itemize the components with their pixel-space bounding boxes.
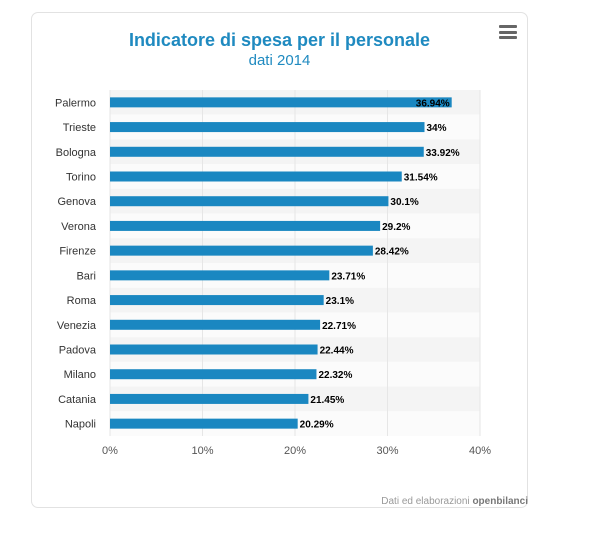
- data-label: 23.71%: [331, 271, 365, 282]
- bar: [110, 344, 318, 355]
- bar: [110, 418, 298, 429]
- data-label: 36.94%: [416, 98, 450, 109]
- bar: [110, 146, 424, 157]
- bar: [110, 245, 373, 256]
- category-label: Bari: [76, 270, 96, 282]
- data-label: 29.2%: [382, 222, 410, 233]
- bar: [110, 369, 317, 380]
- category-label: Torino: [66, 172, 96, 184]
- category-label: Verona: [61, 221, 97, 233]
- bar: [110, 319, 321, 330]
- data-label: 22.32%: [318, 370, 352, 381]
- x-tick-label: 10%: [191, 445, 213, 457]
- bar: [110, 270, 330, 281]
- category-label: Roma: [67, 295, 97, 307]
- bar: [110, 171, 402, 182]
- data-label: 22.71%: [322, 321, 356, 332]
- x-tick-label: 30%: [376, 445, 398, 457]
- category-label: Milano: [64, 369, 96, 381]
- category-label: Napoli: [65, 419, 96, 431]
- bar: [110, 393, 309, 404]
- credit-text: Dati ed elaborazioni openbilanci: [381, 496, 528, 507]
- bar: [110, 97, 452, 108]
- bar: [110, 122, 425, 133]
- data-label: 22.44%: [320, 346, 354, 357]
- credit-brand: openbilanci: [472, 496, 528, 507]
- category-label: Genova: [57, 196, 96, 208]
- credit-prefix: Dati ed elaborazioni: [381, 496, 470, 507]
- data-label: 23.1%: [326, 296, 354, 307]
- category-label: Bologna: [56, 147, 97, 159]
- chart-subtitle: dati 2014: [248, 52, 311, 69]
- data-label: 33.92%: [426, 148, 460, 159]
- data-label: 30.1%: [390, 197, 418, 208]
- category-label: Firenze: [59, 246, 96, 258]
- category-label: Catania: [58, 394, 97, 406]
- category-label: Palermo: [55, 97, 96, 109]
- category-label: Padova: [59, 345, 97, 357]
- bar: [110, 220, 381, 231]
- bar: [110, 295, 324, 306]
- data-label: 34%: [427, 123, 447, 134]
- bar: [110, 196, 389, 207]
- chart-title: Indicatore di spesa per il personale: [128, 30, 431, 50]
- x-tick-label: 40%: [469, 445, 491, 457]
- category-label: Venezia: [57, 320, 97, 332]
- data-label: 20.29%: [300, 420, 334, 431]
- data-label: 28.42%: [375, 247, 409, 258]
- hamburger-menu-icon[interactable]: [499, 25, 517, 39]
- x-tick-label: 0%: [102, 445, 118, 457]
- x-tick-label: 20%: [284, 445, 306, 457]
- category-label: Trieste: [63, 122, 96, 134]
- data-label: 31.54%: [404, 173, 438, 184]
- data-label: 21.45%: [310, 395, 344, 406]
